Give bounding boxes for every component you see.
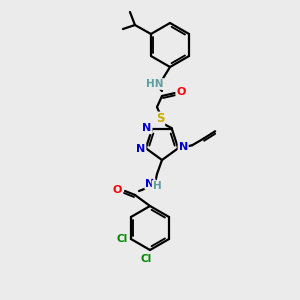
- Text: Cl: Cl: [140, 254, 152, 264]
- Text: O: O: [112, 185, 122, 195]
- Text: N: N: [178, 142, 188, 152]
- Text: N: N: [136, 144, 146, 154]
- Text: O: O: [176, 87, 186, 97]
- Text: HN: HN: [146, 79, 164, 89]
- Text: Cl: Cl: [116, 234, 128, 244]
- Text: N: N: [146, 179, 154, 189]
- Text: N: N: [142, 123, 152, 133]
- Text: H: H: [153, 181, 161, 191]
- Text: S: S: [156, 112, 164, 125]
